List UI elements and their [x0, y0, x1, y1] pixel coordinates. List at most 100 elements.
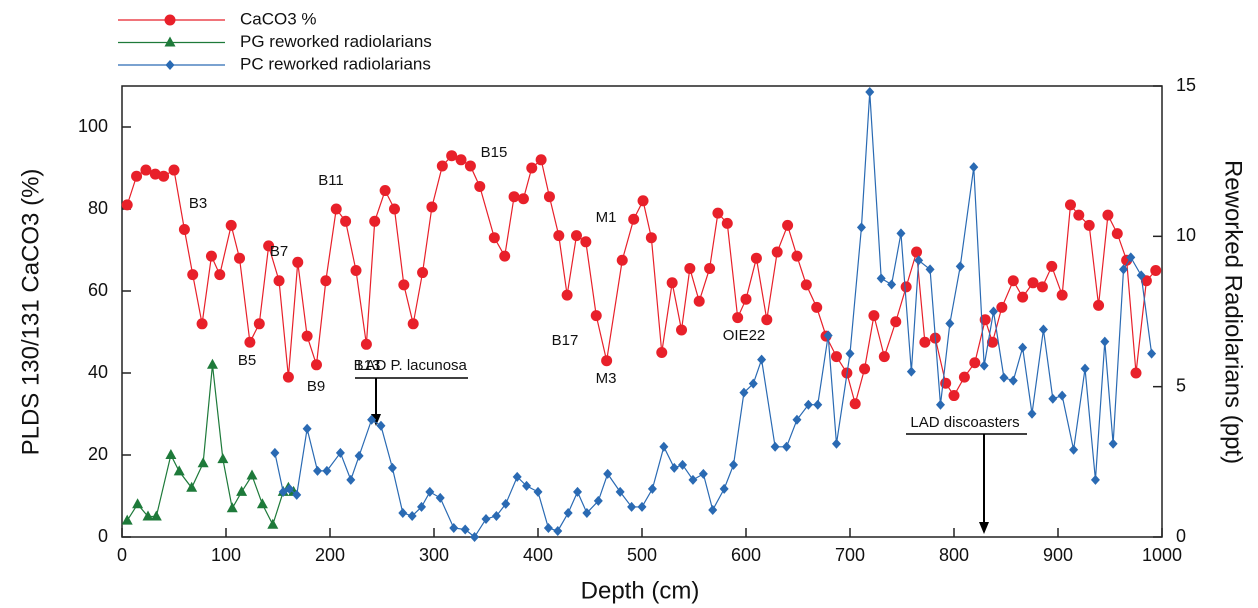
marker	[499, 250, 511, 262]
marker	[165, 60, 175, 70]
marker	[140, 164, 152, 176]
annotation: OIE22	[723, 327, 766, 344]
marker	[792, 414, 802, 425]
marker	[969, 162, 979, 173]
marker	[455, 154, 467, 166]
marker	[876, 273, 886, 284]
marker	[1008, 375, 1018, 386]
marker	[142, 510, 154, 521]
marker	[1147, 348, 1157, 359]
marker	[460, 524, 470, 535]
marker	[669, 462, 679, 473]
y-axis-label: PLDS 130/131 CaCO3 (%)	[17, 169, 44, 456]
marker	[1102, 209, 1114, 221]
marker	[945, 318, 955, 329]
y-tick-label: 40	[88, 362, 108, 382]
legend-entry: CaCO3 %	[118, 9, 317, 28]
marker	[360, 338, 372, 350]
marker	[647, 483, 657, 494]
marker	[1069, 444, 1079, 455]
marker	[800, 279, 812, 291]
marker	[1057, 390, 1067, 401]
marker	[740, 293, 752, 305]
marker	[823, 330, 833, 341]
marker	[417, 267, 429, 279]
marker	[732, 312, 744, 324]
marker	[354, 450, 364, 461]
marker	[425, 486, 435, 497]
marker	[226, 502, 238, 513]
marker	[178, 224, 190, 235]
marker	[350, 265, 362, 276]
marker	[627, 501, 637, 512]
marker	[376, 420, 386, 431]
marker	[533, 486, 543, 497]
marker	[535, 154, 547, 166]
marker	[969, 357, 981, 369]
marker	[1108, 438, 1118, 449]
marker	[512, 471, 522, 482]
marker	[890, 316, 902, 328]
marker	[322, 465, 332, 476]
marker	[301, 330, 313, 342]
marker	[205, 250, 217, 262]
discoaster-marker	[906, 433, 1027, 534]
marker	[187, 269, 199, 281]
marker	[750, 252, 762, 264]
marker	[628, 213, 640, 225]
marker	[398, 507, 408, 518]
marker	[302, 423, 312, 434]
marker	[553, 525, 563, 536]
marker	[830, 351, 842, 363]
marker	[417, 501, 427, 512]
marker	[481, 513, 491, 524]
marker	[859, 363, 871, 375]
marker	[771, 246, 783, 258]
marker	[570, 230, 582, 242]
marker	[637, 501, 647, 512]
marker	[158, 170, 170, 182]
annotation: B3	[189, 195, 207, 212]
marker	[387, 462, 397, 473]
y-tick-label: 100	[78, 116, 108, 136]
marker	[282, 371, 294, 383]
marker	[225, 219, 237, 231]
marker	[270, 447, 280, 458]
marker	[1064, 199, 1076, 211]
marker	[196, 318, 208, 330]
marker	[246, 469, 258, 480]
marker	[831, 438, 841, 449]
marker	[688, 474, 698, 485]
marker	[1056, 289, 1068, 301]
marker	[367, 414, 377, 425]
marker	[464, 160, 476, 172]
marker	[615, 486, 625, 497]
legend-label: CaCO3 %	[240, 9, 317, 28]
marker	[782, 441, 792, 452]
marker	[590, 310, 602, 322]
marker	[1150, 265, 1162, 276]
marker	[1111, 228, 1123, 240]
marker	[121, 514, 133, 525]
marker	[868, 310, 880, 322]
x-tick-label: 0	[117, 545, 127, 565]
marker	[900, 281, 912, 293]
marker	[563, 507, 573, 518]
marker	[164, 14, 176, 26]
marker	[1007, 275, 1019, 287]
marker	[407, 318, 419, 330]
marker	[310, 359, 322, 371]
marker	[813, 399, 823, 410]
marker	[426, 201, 438, 213]
marker	[811, 301, 823, 313]
marker	[217, 453, 229, 464]
y2-axis-label: Reworked Radiolarians (ppt)	[1220, 160, 1247, 464]
annotation: B17	[552, 332, 579, 349]
y2-tick-label: 10	[1176, 225, 1196, 245]
marker	[501, 498, 511, 509]
legend-label: PC reworked radiolarians	[240, 54, 431, 73]
marker	[719, 483, 729, 494]
marker	[656, 347, 668, 358]
legend-entry: PC reworked radiolarians	[118, 54, 431, 73]
marker	[244, 336, 256, 348]
